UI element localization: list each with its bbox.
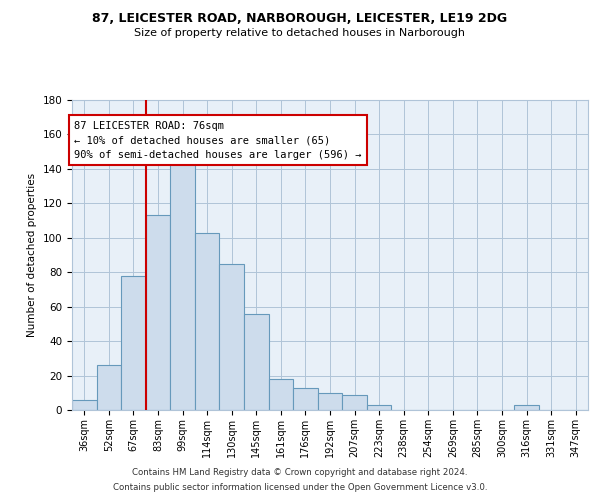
Bar: [318, 393, 342, 410]
Bar: [367, 405, 391, 410]
Y-axis label: Number of detached properties: Number of detached properties: [27, 173, 37, 337]
Bar: [195, 232, 220, 410]
Text: 87 LEICESTER ROAD: 76sqm
← 10% of detached houses are smaller (65)
90% of semi-d: 87 LEICESTER ROAD: 76sqm ← 10% of detach…: [74, 120, 362, 160]
Bar: [146, 216, 170, 410]
Bar: [170, 160, 195, 410]
Bar: [342, 394, 367, 410]
Bar: [293, 388, 318, 410]
Bar: [97, 365, 121, 410]
Bar: [244, 314, 269, 410]
Bar: [121, 276, 146, 410]
Text: Size of property relative to detached houses in Narborough: Size of property relative to detached ho…: [134, 28, 466, 38]
Bar: [72, 400, 97, 410]
Text: Contains public sector information licensed under the Open Government Licence v3: Contains public sector information licen…: [113, 483, 487, 492]
Bar: [269, 379, 293, 410]
Bar: [514, 405, 539, 410]
Text: Contains HM Land Registry data © Crown copyright and database right 2024.: Contains HM Land Registry data © Crown c…: [132, 468, 468, 477]
Bar: [220, 264, 244, 410]
Text: 87, LEICESTER ROAD, NARBOROUGH, LEICESTER, LE19 2DG: 87, LEICESTER ROAD, NARBOROUGH, LEICESTE…: [92, 12, 508, 26]
